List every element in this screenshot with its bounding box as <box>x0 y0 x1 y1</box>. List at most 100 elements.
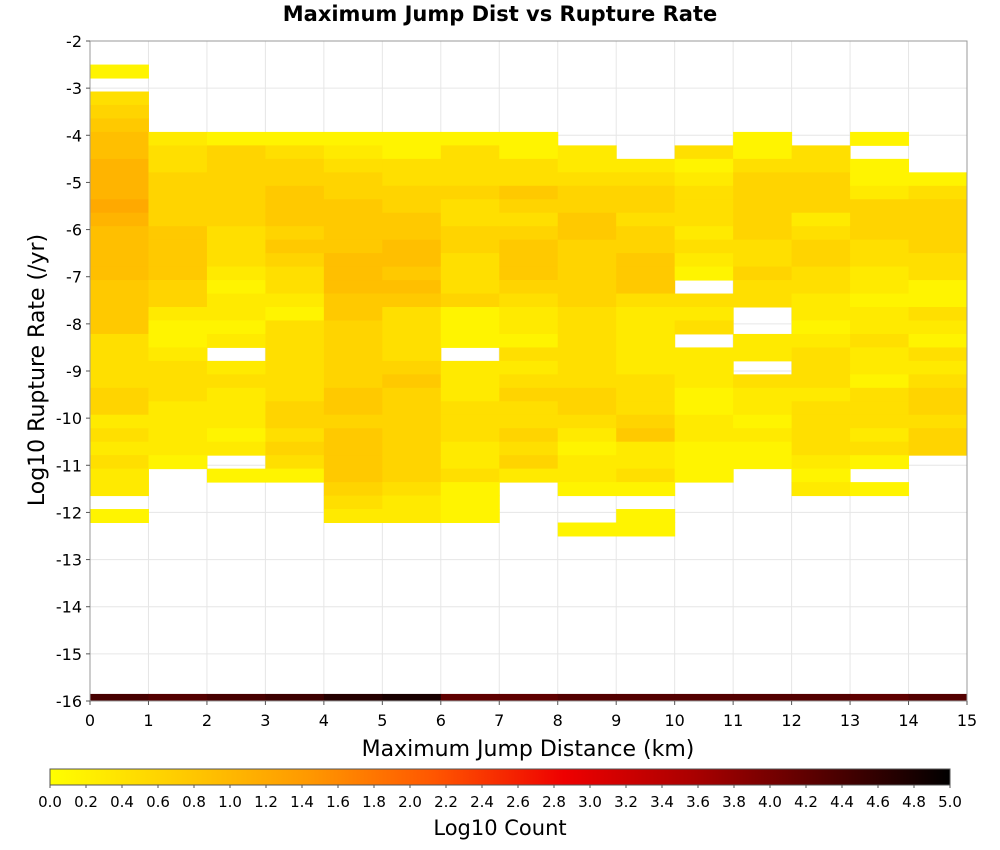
heatmap-cell <box>148 428 208 443</box>
heatmap-cell <box>499 280 559 295</box>
heatmap-cell <box>557 280 617 295</box>
heatmap-cell <box>90 455 149 470</box>
heatmap-cell <box>323 307 383 321</box>
heatmap-cell <box>90 253 149 268</box>
heatmap-cell <box>90 212 149 227</box>
heatmap-cell <box>323 495 383 510</box>
heatmap-cell <box>382 414 442 429</box>
heatmap-cell <box>265 158 325 173</box>
heatmap-cell <box>382 307 442 321</box>
heatmap-cell <box>323 374 383 389</box>
heatmap-cell <box>791 482 851 497</box>
heatmap-cell <box>206 253 266 268</box>
heatmap-cell <box>323 172 383 187</box>
heatmap-cell <box>323 347 383 362</box>
heatmap-cell <box>674 374 734 389</box>
heatmap-cell <box>850 360 910 375</box>
heatmap-cell <box>148 401 208 416</box>
heatmap-cell <box>148 212 208 227</box>
heatmap-cell <box>499 199 559 214</box>
heatmap-cell <box>674 414 734 429</box>
heatmap-cell <box>850 158 910 173</box>
colorbar-tick-label: 4.2 <box>794 793 818 811</box>
heatmap-cell <box>850 253 910 268</box>
heatmap-cell <box>733 333 793 348</box>
y-tick-label: -14 <box>56 598 82 617</box>
heatmap-cell <box>557 441 617 456</box>
heatmap-cell <box>148 185 208 200</box>
heatmap-cell <box>850 307 910 321</box>
heatmap-cell <box>323 387 383 402</box>
heatmap-cell <box>148 320 208 335</box>
heatmap-cell <box>616 253 676 268</box>
colorbar-tick-label: 4.8 <box>902 793 926 811</box>
heatmap-cell <box>616 185 676 200</box>
heatmap-cell <box>440 455 500 470</box>
heatmap-cell <box>90 320 149 335</box>
heatmap-cell <box>733 131 793 146</box>
heatmap-cell <box>440 293 500 308</box>
heatmap-cell <box>323 212 383 227</box>
heatmap-cell <box>206 320 266 335</box>
heatmap-cell <box>908 199 968 214</box>
heatmap-cell <box>323 145 383 160</box>
heatmap-cell <box>557 226 617 241</box>
heatmap-cell <box>323 414 383 429</box>
heatmap-cell <box>382 199 442 214</box>
heatmap-cell <box>850 455 910 470</box>
heatmap-cell <box>323 185 383 200</box>
heatmap-cell <box>850 293 910 308</box>
heatmap-cell <box>616 266 676 281</box>
heatmap-cell <box>791 158 851 173</box>
heatmap-cell <box>382 495 442 510</box>
heatmap-cell <box>908 360 968 375</box>
heatmap-cell <box>674 428 734 443</box>
heatmap-cell <box>616 455 676 470</box>
heatmap-cell <box>791 253 851 268</box>
heatmap-cell <box>90 333 149 348</box>
heatmap-cell <box>850 185 910 200</box>
heatmap-cell <box>499 293 559 308</box>
heatmap-cell <box>206 185 266 200</box>
heatmap-cell <box>733 293 793 308</box>
heatmap-cell <box>499 185 559 200</box>
heatmap-cell <box>499 172 559 187</box>
heatmap-cell <box>90 158 149 173</box>
heatmap-cell <box>850 172 910 187</box>
heatmap-cell <box>674 172 734 187</box>
heatmap-cell <box>557 253 617 268</box>
baseline-cell <box>323 693 383 701</box>
heatmap-cell <box>908 414 968 429</box>
heatmap-cell <box>440 333 500 348</box>
heatmap-cell <box>382 482 442 497</box>
chart-title: Maximum Jump Dist vs Rupture Rate <box>282 2 718 26</box>
y-axis-ticks: -2 -3 -4 -5 -6 -7 -8 -9 -10 -11 -12 -13 -14 -15 -16 <box>56 32 90 711</box>
heatmap-cell <box>90 104 149 119</box>
heatmap-cell <box>908 185 968 200</box>
heatmap-cell <box>674 185 734 200</box>
heatmap-cell <box>90 280 149 295</box>
heatmap-cell <box>440 468 500 483</box>
heatmap-cell <box>206 266 266 281</box>
heatmap-cell <box>557 293 617 308</box>
y-tick-label: -15 <box>56 645 82 664</box>
heatmap-cell <box>616 280 676 295</box>
heatmap-cell <box>616 226 676 241</box>
heatmap-cell <box>674 239 734 254</box>
heatmap-cell <box>206 212 266 227</box>
heatmap-cell <box>908 320 968 335</box>
heatmap-cell <box>90 428 149 443</box>
heatmap-cell <box>499 333 559 348</box>
x-tick-label: 7 <box>494 711 504 730</box>
heatmap-cell <box>850 266 910 281</box>
heatmap-cell <box>557 468 617 483</box>
heatmap-cell <box>499 374 559 389</box>
heatmap-cell <box>557 172 617 187</box>
heatmap-cell <box>382 320 442 335</box>
baseline-cell <box>499 693 559 701</box>
heatmap-cell <box>616 401 676 416</box>
heatmap-cell <box>265 266 325 281</box>
heatmap-cell <box>499 239 559 254</box>
heatmap-cell <box>382 131 442 146</box>
